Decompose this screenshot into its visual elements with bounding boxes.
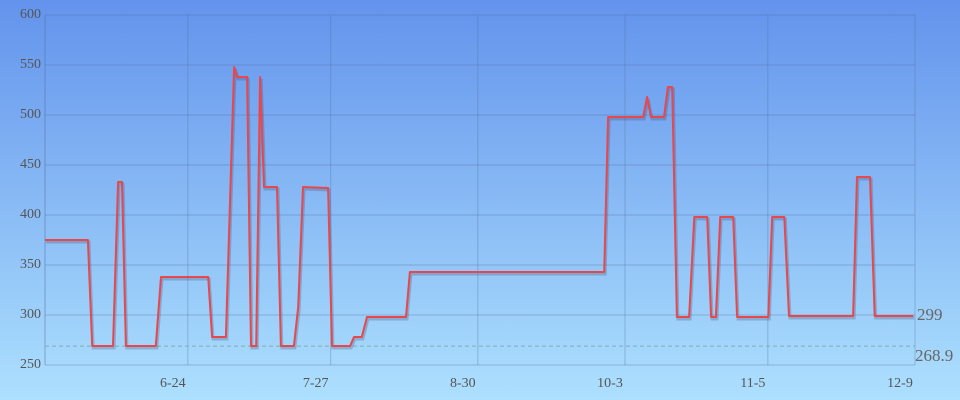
y-tick-label: 600: [20, 7, 41, 22]
y-tick-label: 450: [20, 157, 41, 172]
x-tick-label: 12-9: [887, 376, 913, 391]
y-tick-label: 250: [20, 357, 41, 372]
x-tick-label: 7-27: [303, 376, 329, 391]
y-tick-label: 550: [20, 57, 41, 72]
x-tick-label: 8-30: [450, 376, 476, 391]
price-line: [45, 66, 914, 347]
y-tick-label: 500: [20, 107, 41, 122]
x-tick-label: 10-3: [597, 376, 623, 391]
last-value-label: 299: [917, 305, 943, 324]
x-tick-label: 6-24: [160, 376, 186, 391]
y-tick-label: 400: [20, 207, 41, 222]
reference-label: 268.9: [915, 346, 953, 365]
x-tick-label: 11-5: [740, 376, 765, 391]
y-tick-label: 350: [20, 257, 41, 272]
y-tick-label: 300: [20, 307, 41, 322]
